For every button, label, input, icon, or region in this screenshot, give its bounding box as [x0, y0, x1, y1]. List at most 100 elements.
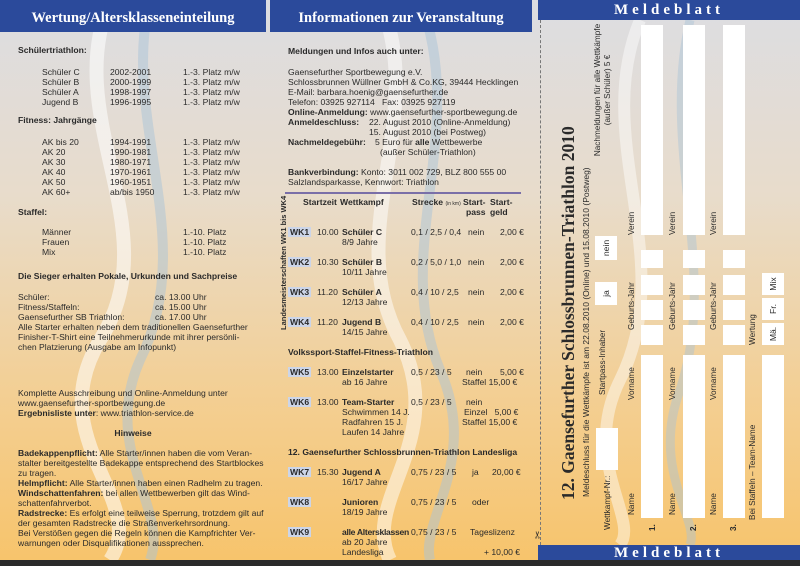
- wertung-maenner-checkbox[interactable]: Mä.: [762, 323, 784, 345]
- class-years: 1980-1971: [110, 157, 152, 167]
- late-fee-note: Nachmeldungen für alle Wettkämpfe: [593, 23, 602, 157]
- rule-text: Es erfolgt eine teilweise Sperrung, trot…: [67, 508, 264, 518]
- class-years: 1996-1995: [110, 97, 152, 107]
- wk-badge: WK6: [288, 397, 312, 407]
- class-years: 1994-1991: [110, 137, 152, 147]
- late-fee-note: (außer Schüler-Triathlon): [380, 147, 476, 157]
- birth-year-field[interactable]: [723, 250, 745, 268]
- row-number: 1.: [648, 524, 657, 531]
- wk-fee: 2,00 €: [500, 227, 524, 237]
- wk-age: 18/19 Jahre: [342, 507, 388, 517]
- ceremony-time: ca. 15.00 Uhr: [155, 302, 207, 312]
- ceremony-time: ca. 13.00 Uhr: [155, 292, 207, 302]
- left-panel-title: Wertung/Altersklasseneinteilung: [0, 0, 266, 32]
- birth-year-field[interactable]: [683, 325, 705, 345]
- birth-year-field[interactable]: [683, 250, 705, 268]
- birth-year-field[interactable]: [641, 275, 663, 295]
- col-header: Start-: [490, 197, 513, 207]
- wettkampf-nr-label: Wettkampf-Nr.:: [603, 475, 612, 530]
- results-line: Ergebnisliste unter: www.triathlon-servi…: [18, 408, 194, 418]
- wk-age: 12/13 Jahre: [342, 297, 388, 307]
- name-label: Name: [668, 493, 677, 515]
- wk-startpass: Tageslizenz: [470, 527, 515, 537]
- birth-year-field[interactable]: [683, 275, 705, 295]
- late-fee-note: (außer Schüler) 5 €: [603, 54, 612, 126]
- wk-distance: 0,5 / 23 / 5: [411, 367, 452, 377]
- bank-label: Bankverbindung:: [288, 167, 359, 177]
- verein-label: Verein: [709, 211, 718, 235]
- section-heading: Staffel:: [18, 207, 48, 217]
- class-ranking: 1.-3. Platz m/w: [183, 97, 240, 107]
- form-subtitle: Meldeschluss für die Wettkämpfe ist am 2…: [581, 167, 591, 497]
- name-field[interactable]: [641, 355, 663, 518]
- verein-field[interactable]: [723, 25, 745, 235]
- verein-field[interactable]: [641, 25, 663, 235]
- col-header: Wettkampf: [340, 197, 384, 207]
- paragraph-line: chen Platzierung (Ausgabe am Infopunkt): [18, 342, 177, 352]
- deadline-label: Anmeldeschluss:: [288, 117, 360, 127]
- deadline-online: 22. August 2010 (Online-Anmeldung): [369, 117, 511, 127]
- option-label: Mix: [768, 277, 778, 291]
- wk-distance: 0,4 / 10 / 2,5: [411, 287, 459, 297]
- wk-name: Schüler B: [342, 257, 383, 267]
- fax: Fax: 03925 927119: [382, 97, 456, 107]
- team-name-field[interactable]: [762, 355, 784, 518]
- wk-fee: 2,00 €: [500, 257, 524, 267]
- name-label: Name: [627, 493, 636, 515]
- name-field[interactable]: [683, 355, 705, 518]
- class-name: Schüler B: [42, 77, 80, 87]
- birth-year-field[interactable]: [683, 300, 705, 320]
- late-fee: 5 Euro für alle Wettbewerbe: [375, 137, 482, 147]
- wk-distance: 0,75 / 23 / 5: [411, 527, 457, 537]
- birth-year-field[interactable]: [723, 275, 745, 295]
- birth-year-field[interactable]: [723, 300, 745, 320]
- section-heading: Die Sieger erhalten Pokale, Urkunden und…: [18, 271, 238, 281]
- wertung-mix-checkbox[interactable]: Mix: [762, 273, 784, 295]
- class-years: 1998-1997: [110, 87, 152, 97]
- geburtsjahr-label: Geburts-Jahr: [709, 282, 718, 330]
- online-link[interactable]: www.gaensefurther-sportbewegung.de: [370, 107, 518, 117]
- bottom-border: [0, 560, 800, 566]
- wk-badge: WK4: [288, 317, 312, 327]
- wk-distance: 0,2 / 5,0 / 1,0: [411, 257, 462, 267]
- class-years: 1970-1961: [110, 167, 152, 177]
- late-fee-text: Wettbewerbe: [429, 137, 483, 147]
- birth-year-field[interactable]: [723, 325, 745, 345]
- email-link[interactable]: E-Mail: barbara.hoenig@gaensefurther.de: [288, 87, 449, 97]
- wk-name: Junioren: [342, 497, 379, 507]
- class-name: AK 60+: [42, 187, 71, 197]
- startpass-nein-checkbox[interactable]: nein: [595, 236, 617, 260]
- class-ranking: 1.-10. Platz: [183, 227, 227, 237]
- class-ranking: 1.-3. Platz m/w: [183, 167, 240, 177]
- class-name: AK 50: [42, 177, 66, 187]
- birth-year-field[interactable]: [641, 325, 663, 345]
- section-heading: Schülertriathlon:: [18, 45, 87, 55]
- wk-name: Schüler C: [342, 227, 383, 237]
- online-label: Online-Anmeldung:: [288, 107, 368, 117]
- results-link[interactable]: : www.triathlon-service.de: [95, 408, 194, 418]
- vorname-label: Vorname: [668, 367, 677, 400]
- rule-text: Alle Starter/innen haben einen Radhelm z…: [67, 478, 263, 488]
- verein-field[interactable]: [683, 25, 705, 235]
- name-field[interactable]: [723, 355, 745, 518]
- rule-text: schattenfahrverbot.: [18, 498, 92, 508]
- class-years: 1960-1951: [110, 177, 152, 187]
- col-header: Strecke: [412, 197, 444, 207]
- website-link[interactable]: www.gaensefurther-sportbewegung.de: [18, 398, 166, 408]
- birth-year-field[interactable]: [641, 250, 663, 268]
- birth-year-field[interactable]: [641, 300, 663, 320]
- wettkampf-nr-field[interactable]: [596, 428, 618, 470]
- rule-label: Helmpflicht:: [18, 478, 68, 488]
- hinweise-heading: Hinweise: [114, 428, 152, 438]
- wk-age: 10/11 Jahre: [342, 267, 387, 277]
- wertung-frauen-checkbox[interactable]: Fr.: [762, 298, 784, 320]
- wk-fee-relay: Staffel 15,00 €: [462, 377, 518, 387]
- class-name: Männer: [42, 227, 72, 237]
- wk-fee: 20,00 €: [492, 467, 521, 477]
- rule-text: Bei Verstößen gegen die Regeln können di…: [18, 528, 256, 538]
- wk-badge: WK8: [288, 497, 312, 507]
- class-name: AK 40: [42, 167, 66, 177]
- rule-text: der gesamten Radstrecke die Straßenverke…: [18, 518, 231, 528]
- wk-fee: 2,00 €: [500, 317, 524, 327]
- startpass-ja-checkbox[interactable]: ja: [595, 282, 617, 305]
